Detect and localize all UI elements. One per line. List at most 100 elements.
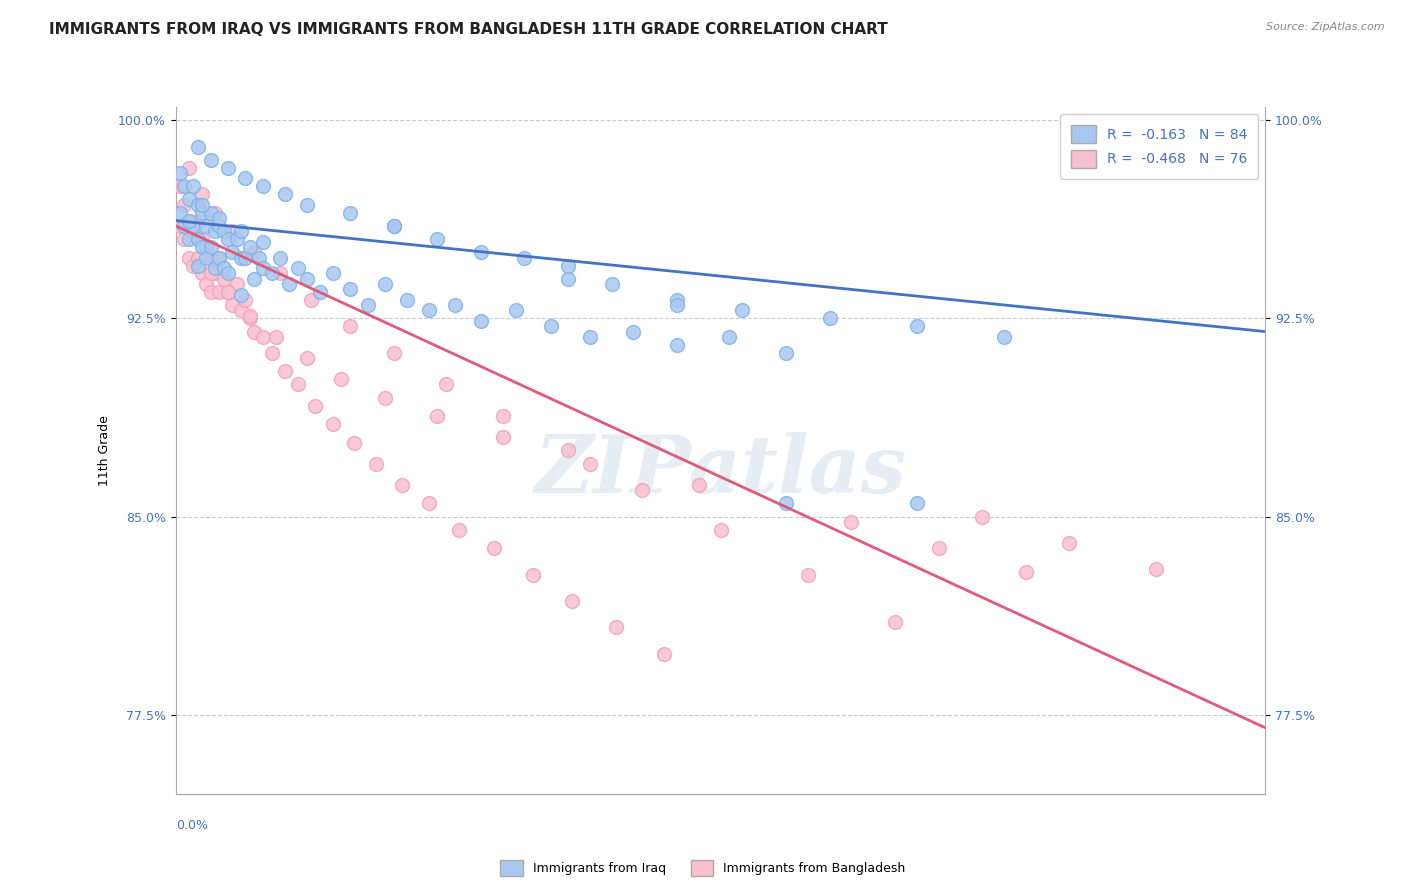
Point — [243, 325, 266, 339]
Point — [322, 417, 344, 431]
Legend: Immigrants from Iraq, Immigrants from Bangladesh: Immigrants from Iraq, Immigrants from Ba… — [495, 855, 911, 881]
Point — [374, 391, 396, 405]
Point — [447, 523, 470, 537]
Point — [231, 303, 253, 318]
Point — [905, 496, 928, 510]
Point — [269, 267, 291, 281]
Point — [181, 224, 204, 238]
Point — [418, 496, 440, 510]
Point — [181, 219, 204, 233]
Point — [513, 251, 536, 265]
Point — [652, 647, 675, 661]
Point — [382, 345, 405, 359]
Point — [382, 219, 405, 233]
Point — [191, 187, 214, 202]
Point — [169, 166, 191, 180]
Point — [186, 213, 209, 227]
Point — [993, 330, 1015, 344]
Point — [186, 198, 209, 212]
Point — [426, 409, 449, 423]
Point — [260, 267, 283, 281]
Point — [169, 205, 191, 219]
Text: 0.0%: 0.0% — [176, 819, 208, 832]
Point — [970, 509, 993, 524]
Point — [177, 213, 200, 227]
Point — [181, 259, 204, 273]
Point — [173, 179, 195, 194]
Point — [299, 293, 322, 307]
Point — [217, 267, 239, 281]
Point — [522, 567, 544, 582]
Point — [391, 477, 413, 491]
Point — [374, 277, 396, 291]
Point — [600, 277, 623, 291]
Point — [395, 293, 418, 307]
Point — [243, 245, 266, 260]
Point — [181, 179, 204, 194]
Point — [557, 443, 579, 458]
Point — [200, 285, 222, 299]
Point — [540, 319, 562, 334]
Point — [382, 219, 405, 233]
Point — [631, 483, 654, 497]
Point — [884, 615, 907, 629]
Point — [557, 259, 579, 273]
Point — [688, 477, 710, 491]
Point — [204, 261, 226, 276]
Point — [274, 364, 297, 378]
Point — [208, 219, 231, 233]
Point — [217, 161, 239, 175]
Point — [195, 277, 218, 291]
Point — [200, 153, 222, 167]
Point — [343, 435, 366, 450]
Point — [200, 251, 222, 265]
Point — [195, 240, 218, 254]
Point — [278, 277, 301, 291]
Point — [243, 271, 266, 285]
Point — [308, 285, 330, 299]
Point — [200, 240, 222, 254]
Point — [177, 232, 200, 246]
Point — [434, 377, 457, 392]
Point — [177, 161, 200, 175]
Point — [208, 251, 231, 265]
Point — [492, 430, 515, 444]
Point — [177, 213, 200, 227]
Point — [231, 287, 253, 301]
Point — [366, 457, 388, 471]
Point — [191, 198, 214, 212]
Point — [177, 193, 200, 207]
Point — [225, 277, 247, 291]
Point — [775, 345, 797, 359]
Point — [1144, 562, 1167, 576]
Point — [287, 377, 309, 392]
Point — [470, 314, 492, 328]
Point — [505, 303, 527, 318]
Point — [1057, 536, 1080, 550]
Point — [186, 259, 209, 273]
Point — [212, 224, 235, 238]
Point — [426, 232, 449, 246]
Text: Source: ZipAtlas.com: Source: ZipAtlas.com — [1267, 22, 1385, 32]
Point — [217, 285, 239, 299]
Point — [492, 409, 515, 423]
Point — [330, 372, 353, 386]
Point — [217, 285, 239, 299]
Point — [818, 311, 841, 326]
Point — [295, 198, 318, 212]
Point — [710, 523, 733, 537]
Point — [169, 179, 191, 194]
Point — [186, 251, 209, 265]
Point — [605, 620, 627, 634]
Point — [561, 594, 583, 608]
Point — [212, 271, 235, 285]
Point — [195, 219, 218, 233]
Point — [339, 205, 361, 219]
Point — [339, 282, 361, 296]
Point — [235, 171, 257, 186]
Point — [252, 235, 274, 249]
Point — [264, 330, 287, 344]
Point — [482, 541, 505, 556]
Point — [221, 298, 243, 312]
Point — [295, 271, 318, 285]
